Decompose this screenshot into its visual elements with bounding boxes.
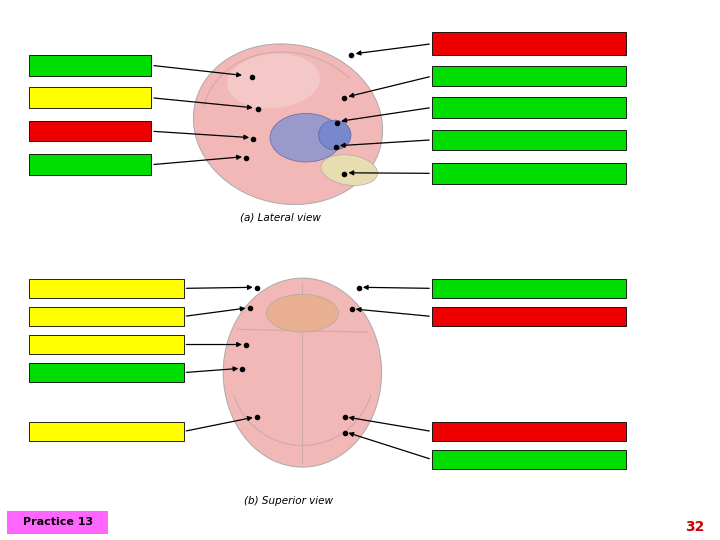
FancyBboxPatch shape: [7, 511, 108, 534]
FancyBboxPatch shape: [29, 154, 151, 175]
FancyBboxPatch shape: [29, 55, 151, 76]
FancyBboxPatch shape: [432, 97, 626, 118]
Ellipse shape: [270, 113, 342, 162]
FancyBboxPatch shape: [432, 422, 626, 441]
Text: 32: 32: [685, 519, 704, 534]
FancyBboxPatch shape: [432, 32, 626, 55]
Ellipse shape: [227, 53, 320, 109]
FancyBboxPatch shape: [432, 66, 626, 86]
FancyBboxPatch shape: [432, 279, 626, 298]
Ellipse shape: [223, 278, 382, 467]
FancyBboxPatch shape: [432, 163, 626, 184]
FancyBboxPatch shape: [29, 121, 151, 141]
FancyBboxPatch shape: [432, 130, 626, 150]
Text: Practice 13: Practice 13: [22, 517, 93, 527]
FancyBboxPatch shape: [29, 422, 184, 441]
Ellipse shape: [319, 120, 351, 150]
Text: (b) Superior view: (b) Superior view: [243, 496, 333, 506]
FancyBboxPatch shape: [29, 87, 151, 108]
FancyBboxPatch shape: [432, 450, 626, 469]
FancyBboxPatch shape: [29, 363, 184, 382]
Text: (a) Lateral view: (a) Lateral view: [240, 212, 321, 222]
Ellipse shape: [321, 154, 377, 186]
FancyBboxPatch shape: [432, 307, 626, 326]
Ellipse shape: [194, 44, 382, 205]
FancyBboxPatch shape: [29, 307, 184, 326]
FancyBboxPatch shape: [29, 279, 184, 298]
FancyBboxPatch shape: [29, 335, 184, 354]
Ellipse shape: [266, 294, 338, 332]
